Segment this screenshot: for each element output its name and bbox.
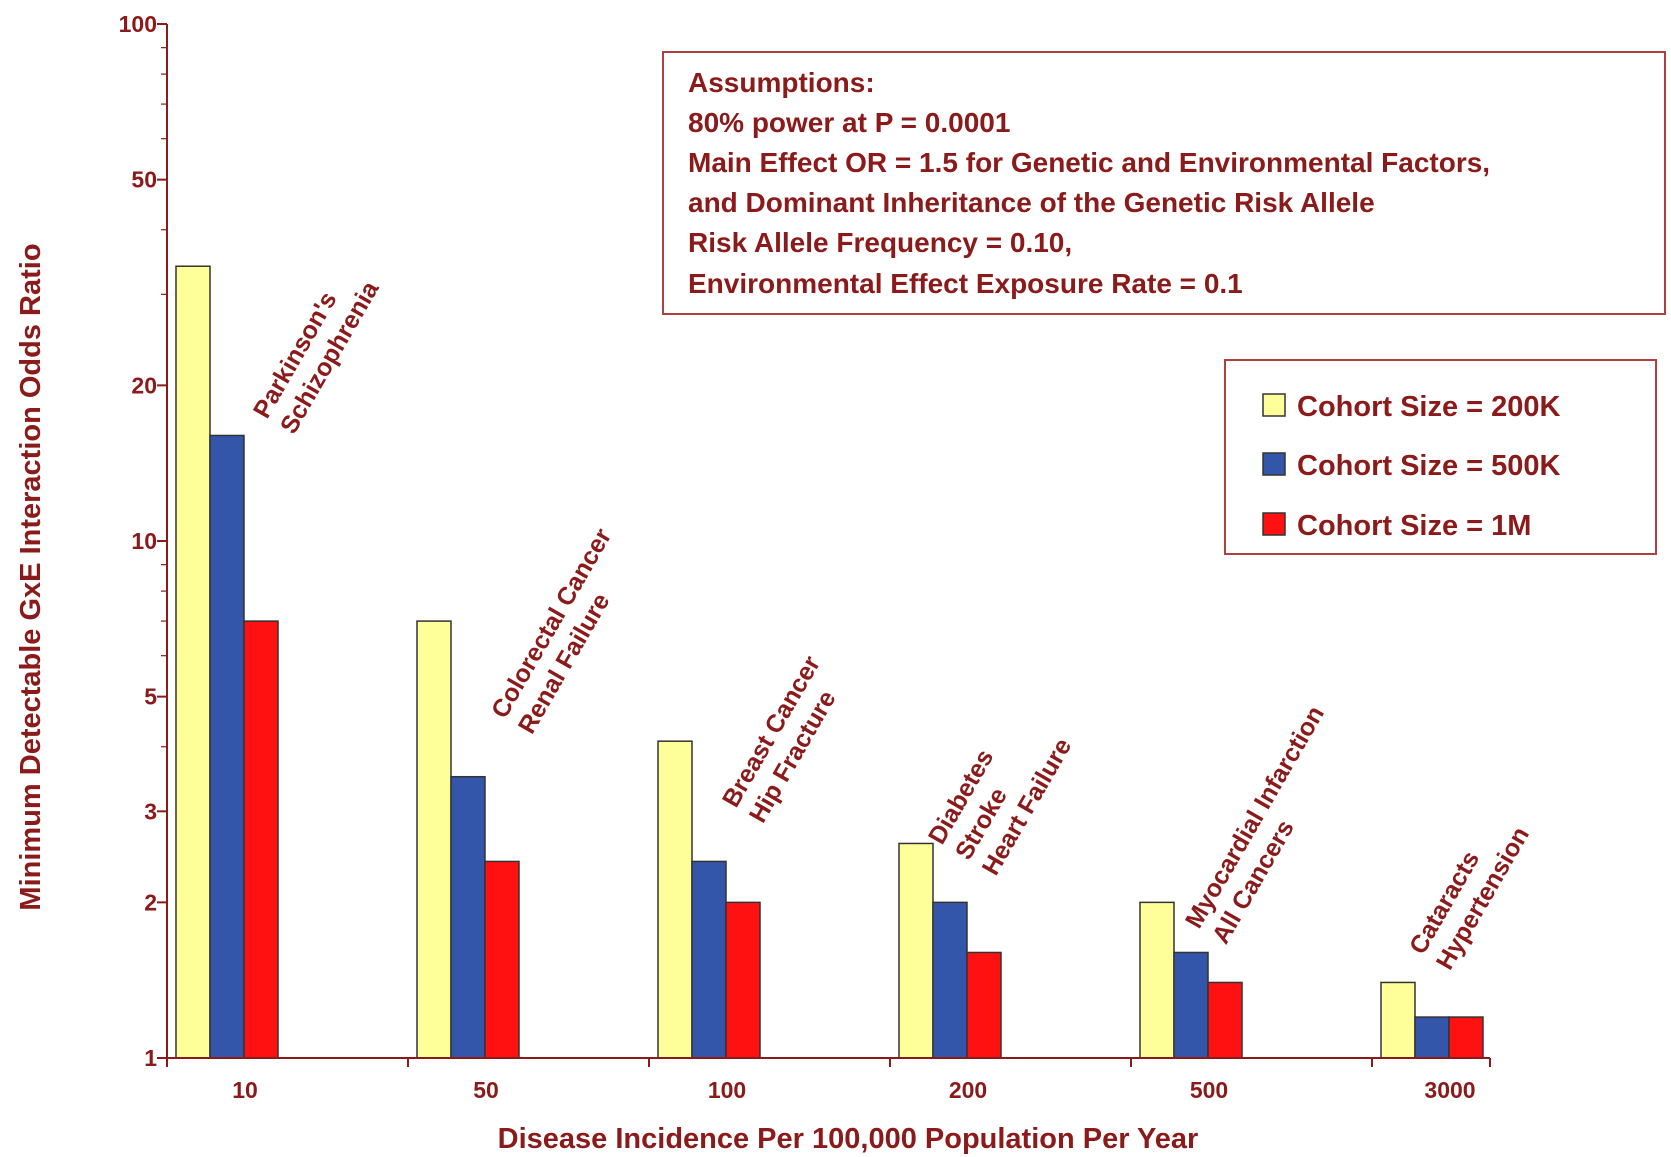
y-tick-label-1: 1 [144,1045,157,1071]
legend-swatch-500k [1262,452,1286,476]
assumptions-line-2: 80% power at P = 0.0001 [688,107,1010,138]
bar-3000-series-2 [1448,1016,1484,1059]
bar-50-series-0 [416,620,452,1059]
legend-frame [1224,359,1657,555]
x-axis-title: Disease Incidence Per 100,000 Population… [498,1123,1199,1155]
y-tick-label-3: 3 [144,798,157,824]
bar-3000-series-0 [1380,981,1416,1059]
assumptions-line-6: Environmental Effect Exposure Rate = 0.1 [688,268,1243,299]
bar-50-series-1 [450,775,486,1059]
bar-500-series-1 [1173,951,1209,1059]
bar-200-series-2 [966,951,1002,1059]
bar-500-series-2 [1207,981,1243,1059]
y-tick-label-50: 50 [131,167,157,193]
x-tick-label-500: 500 [1190,1077,1228,1103]
y-axis-title: Minimum Detectable GxE Interaction Odds … [15,243,47,910]
bars-layer [175,265,1484,1059]
assumptions-box: Assumptions: 80% power at P = 0.0001 Mai… [662,51,1666,315]
assumptions-line-4: and Dominant Inheritance of the Genetic … [688,187,1375,218]
legend-swatch-1m [1262,512,1286,536]
bar-3000-series-1 [1414,1016,1450,1059]
bar-100-series-2 [725,901,761,1059]
y-tick-label-5: 5 [144,684,157,710]
bar-50-series-2 [484,860,520,1059]
assumptions-line-3: Main Effect OR = 1.5 for Genetic and Env… [688,147,1490,178]
x-tick-label-100: 100 [708,1077,746,1103]
bar-200-series-0 [898,842,934,1059]
y-tick-label-10: 10 [131,528,157,554]
legend-swatch-200k [1262,393,1286,417]
y-tick-label-100: 100 [119,11,157,37]
bar-100-series-1 [691,860,727,1059]
assumptions-line-1: Assumptions: [688,67,875,98]
bar-10-series-1 [209,434,245,1059]
bar-200-series-1 [932,901,968,1059]
legend-label-500k: Cohort Size = 500K [1297,450,1561,482]
assumptions-line-5: Risk Allele Frequency = 0.10, [688,227,1072,258]
x-tick-label-200: 200 [949,1077,987,1103]
bar-500-series-0 [1139,901,1175,1059]
bar-10-series-0 [175,265,211,1059]
y-tick-label-2: 2 [144,889,157,915]
x-tick-label-3000: 3000 [1424,1077,1475,1103]
bar-10-series-2 [243,620,279,1059]
legend: Cohort Size = 200K Cohort Size = 500K Co… [1224,359,1657,555]
legend-label-1m: Cohort Size = 1M [1297,510,1531,542]
bar-100-series-0 [657,740,693,1059]
assumptions-frame [662,51,1666,315]
x-tick-label-50: 50 [473,1077,499,1103]
legend-label-200k: Cohort Size = 200K [1297,391,1561,423]
x-tick-label-10: 10 [232,1077,258,1103]
y-tick-label-20: 20 [131,372,157,398]
axes-layer: 1 2 3 5 10 20 50 100 10 50 100 200 500 3000 [119,11,1491,1103]
